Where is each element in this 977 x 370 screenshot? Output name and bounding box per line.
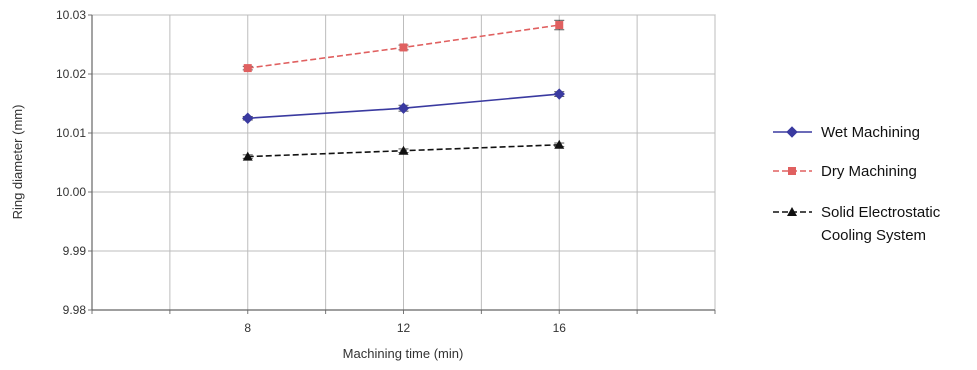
legend-marker xyxy=(787,207,797,216)
x-tick-label: 16 xyxy=(553,321,567,335)
series-1 xyxy=(242,88,565,124)
data-point xyxy=(243,64,252,73)
y-tick-labels: 9.98 9.99 10.00 10.01 10.02 10.03 xyxy=(56,8,86,317)
axes xyxy=(91,15,715,311)
data-point xyxy=(242,112,254,124)
y-tick-label: 10.00 xyxy=(56,185,86,199)
y-tick-label: 10.03 xyxy=(56,8,86,22)
series-2 xyxy=(242,19,565,73)
x-tick-label: 12 xyxy=(397,321,411,335)
series-group xyxy=(242,19,565,161)
data-point xyxy=(398,145,409,155)
y-tick-label: 9.99 xyxy=(63,244,87,258)
legend-marker xyxy=(788,167,796,175)
data-point xyxy=(555,21,564,30)
legend-label: Solid Electrostatic xyxy=(821,204,941,221)
data-point xyxy=(242,151,253,161)
legend-label: Dry Machining xyxy=(821,163,917,180)
data-point xyxy=(553,88,565,100)
y-tick-label: 9.98 xyxy=(63,303,87,317)
y-axis-title: Ring diameter (mm) xyxy=(10,105,25,220)
data-point xyxy=(554,139,565,149)
series-3 xyxy=(242,139,565,161)
legend-marker xyxy=(786,126,798,138)
legend-entry: Wet Machining xyxy=(773,124,920,141)
y-tick-label: 10.01 xyxy=(56,126,86,140)
y-tick-label: 10.02 xyxy=(56,67,86,81)
x-tick-labels: 8 12 16 xyxy=(244,321,566,335)
legend: Wet Machining Dry Machining Solid Electros… xyxy=(773,124,941,244)
x-axis-title: Machining time (min) xyxy=(343,346,464,361)
data-point xyxy=(397,102,410,114)
legend-entry: Solid Electrostatic Cooling System xyxy=(773,204,941,244)
legend-entry: Dry Machining xyxy=(773,163,917,180)
x-tick-label: 8 xyxy=(244,321,251,335)
legend-label: Cooling System xyxy=(821,227,926,244)
data-point xyxy=(399,43,408,52)
legend-label: Wet Machining xyxy=(821,124,920,141)
